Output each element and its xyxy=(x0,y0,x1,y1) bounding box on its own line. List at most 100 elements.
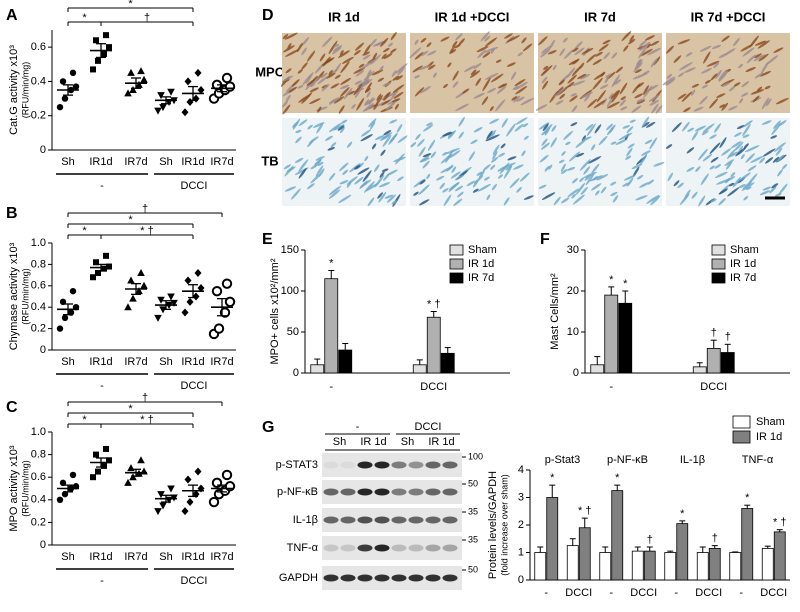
cell xyxy=(383,91,391,101)
data-point xyxy=(211,477,223,489)
cell xyxy=(473,175,484,184)
cell xyxy=(542,80,549,90)
bar xyxy=(643,550,656,581)
cell xyxy=(285,68,292,74)
blot-group: DCCI xyxy=(415,421,442,433)
cell xyxy=(620,106,628,111)
cell xyxy=(514,123,524,132)
cell xyxy=(382,47,390,53)
cell xyxy=(565,141,571,146)
mw-label: 100 xyxy=(468,451,483,461)
cell xyxy=(709,142,721,155)
cell xyxy=(683,107,691,113)
cell xyxy=(382,82,392,87)
cell xyxy=(296,42,303,53)
cell xyxy=(714,123,721,133)
cell xyxy=(503,197,510,206)
group-label: - xyxy=(100,575,104,587)
cell xyxy=(484,176,490,181)
cell xyxy=(618,132,633,141)
cell xyxy=(328,69,333,76)
cell xyxy=(662,76,676,86)
blot-row-label: TNF-α xyxy=(287,542,319,554)
cell xyxy=(569,95,578,102)
cell xyxy=(329,96,341,104)
blot-band xyxy=(425,544,441,552)
cell xyxy=(509,177,520,189)
cell xyxy=(742,123,751,137)
bar xyxy=(631,550,644,581)
cell xyxy=(380,149,386,156)
blot-band xyxy=(357,488,373,496)
x-tick-label: Sh xyxy=(61,156,74,168)
data-point xyxy=(61,490,69,498)
cell xyxy=(371,143,377,150)
cell xyxy=(607,127,614,136)
panel-label: E xyxy=(262,231,273,248)
panel-label: A xyxy=(6,7,18,24)
cell xyxy=(682,121,690,132)
cell xyxy=(511,71,517,80)
cell xyxy=(466,180,476,187)
cell xyxy=(514,79,526,87)
y-tick-label: 0 xyxy=(518,574,524,586)
cell xyxy=(419,179,426,185)
bar xyxy=(440,352,455,374)
cell xyxy=(330,83,340,89)
cell xyxy=(551,125,557,132)
cell xyxy=(634,69,642,74)
cell xyxy=(704,79,711,84)
mw-label: 50 xyxy=(468,478,478,488)
cell xyxy=(298,119,308,127)
cell xyxy=(650,58,658,68)
cell xyxy=(285,49,300,57)
cell xyxy=(742,47,755,57)
cell xyxy=(485,134,500,142)
cell xyxy=(394,103,399,110)
cell xyxy=(512,85,519,90)
data-point xyxy=(103,32,109,39)
blot-band xyxy=(391,488,407,496)
data-point xyxy=(194,467,202,476)
data-point xyxy=(69,287,77,295)
blot-row-label: p-STAT3 xyxy=(276,459,318,471)
cell xyxy=(571,193,577,199)
cell xyxy=(548,164,553,170)
data-point xyxy=(197,283,205,292)
cell xyxy=(715,69,722,79)
mw-label: 50 xyxy=(468,564,478,574)
cell xyxy=(363,181,375,193)
cell xyxy=(463,65,476,73)
cell xyxy=(470,69,477,76)
cell xyxy=(288,86,298,93)
cell xyxy=(579,159,591,171)
cell xyxy=(501,83,508,87)
cell xyxy=(478,170,485,179)
legend-label: IR 1d xyxy=(468,258,494,270)
cell xyxy=(778,183,788,195)
cell xyxy=(339,84,350,90)
significance-mark: * † xyxy=(773,517,786,529)
cell xyxy=(430,151,437,159)
data-point xyxy=(56,103,64,111)
cell xyxy=(580,73,591,80)
data-point xyxy=(69,471,77,479)
cell xyxy=(584,93,591,102)
cell xyxy=(325,135,333,141)
cell xyxy=(453,198,463,206)
cell xyxy=(447,131,455,140)
cell xyxy=(641,116,650,128)
cell xyxy=(380,37,389,47)
cell xyxy=(506,62,516,67)
significance-mark: * xyxy=(82,12,87,24)
panel-label: B xyxy=(6,205,18,222)
cell xyxy=(710,156,719,163)
cell xyxy=(741,92,749,97)
cell xyxy=(511,96,518,101)
cell xyxy=(771,183,779,189)
x-tick-label: IR7d xyxy=(124,551,147,563)
cell xyxy=(310,173,322,184)
group-label: DCCI xyxy=(181,380,208,392)
bar xyxy=(692,366,707,374)
